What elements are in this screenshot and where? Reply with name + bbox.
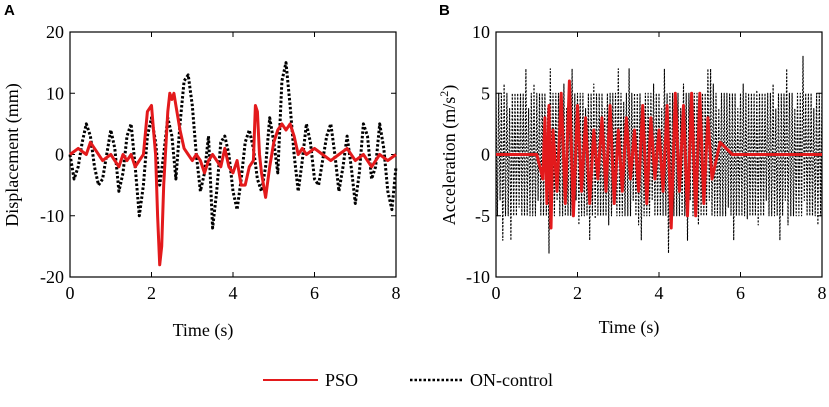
panel-a-xtick-label-3: 6: [310, 283, 319, 303]
panel-b-series-pso: [496, 79, 822, 230]
panel-a-ytick-label-1: -10: [40, 206, 64, 226]
panel-a-label: A: [4, 2, 15, 19]
panel-b-xtick-label-2: 4: [655, 283, 664, 303]
panel-b-series-on-control: [495, 55, 823, 254]
panel-b: B -10 -5 0 5 10 0 2 4 6 8 Time (s) Acceleration …: [437, 2, 827, 338]
panel-b-ytick-label-2: 0: [481, 145, 490, 165]
panel-b-xtick-label-0: 0: [492, 283, 501, 303]
panel-b-xtick-label-3: 6: [736, 283, 745, 303]
panel-a-ytick-label-2: 0: [55, 145, 64, 165]
panel-a-xtick-label-0: 0: [66, 283, 75, 303]
panel-a-axes-box: [69, 31, 397, 278]
panel-b-ylabel: Acceleration (m/s2): [437, 85, 460, 225]
panel-a-xlabel: Time (s): [173, 320, 234, 341]
legend-on-control-label: ON-control: [470, 370, 553, 390]
panel-a-ytick-label-4: 20: [46, 22, 64, 42]
panel-a-series-pso: [69, 91, 397, 267]
panel-b-ytick-label-1: -5: [475, 206, 490, 226]
panel-a-xtick-label-4: 8: [392, 283, 401, 303]
panel-a-ytick-label-3: 10: [46, 83, 64, 103]
legend: PSO ON-control: [263, 370, 553, 390]
panel-b-label: B: [439, 2, 450, 19]
panel-a-xtick-label-1: 2: [147, 283, 156, 303]
panel-b-xtick-label-4: 8: [818, 283, 827, 303]
panel-b-ytick-label-0: -10: [466, 267, 490, 287]
panel-a-ytick-label-0: -20: [40, 267, 64, 287]
panel-b-ytick-label-3: 5: [481, 83, 490, 103]
panel-b-xtick-label-1: 2: [573, 283, 582, 303]
panel-a-xtick-label-2: 4: [229, 283, 238, 303]
legend-pso-label: PSO: [325, 370, 358, 390]
panel-a: A -20 -10 0 10 20 0 2 4 6 8 Time (s) Displacemen…: [2, 2, 401, 341]
panel-b-xlabel: Time (s): [599, 317, 660, 338]
panel-b-ytick-label-4: 10: [472, 22, 490, 42]
panel-a-ylabel: Displacement (mm): [2, 83, 23, 226]
panel-a-series-on-control: [68, 61, 398, 230]
